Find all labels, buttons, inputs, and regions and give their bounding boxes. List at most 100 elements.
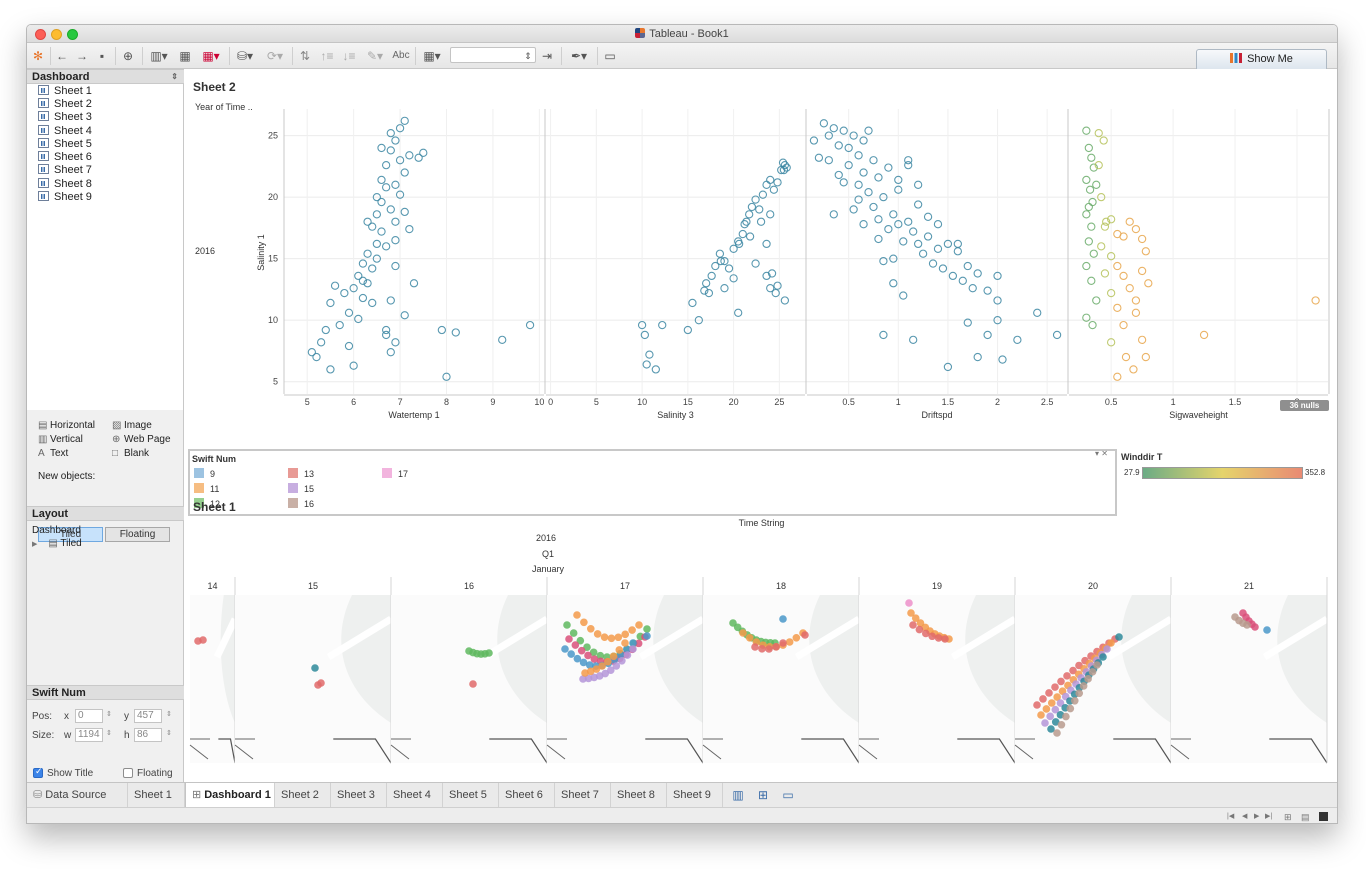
maximize-window-button[interactable] [67, 29, 78, 40]
object-horizontal[interactable]: ▤ Horizontal [38, 420, 96, 431]
tab-sheet-1[interactable]: Sheet 1 [128, 783, 185, 807]
first-sheet-icon[interactable]: |◀ [1227, 813, 1235, 820]
clear-sheet-icon[interactable]: ▦▾ [202, 49, 220, 63]
object-vertical[interactable]: ▥ Vertical [38, 434, 83, 445]
color-legend-gradient[interactable] [1142, 467, 1303, 479]
header-year[interactable]: 2016 [536, 533, 557, 543]
show-mark-labels-icon[interactable]: Abc [392, 50, 410, 61]
tab-sheet-3[interactable]: Sheet 3 [331, 783, 387, 807]
object-image[interactable]: ▨ Image [112, 420, 152, 431]
tab-sheet-8[interactable]: Sheet 8 [611, 783, 667, 807]
legend-menu-icon[interactable]: ▾ ✕ [1095, 449, 1108, 458]
fit-icon[interactable]: ▦▾ [423, 49, 441, 63]
legend-item-16[interactable]: 16 [288, 498, 314, 509]
w-stepper-icon[interactable]: ⇕ [106, 730, 112, 737]
x-stepper-icon[interactable]: ⇕ [106, 711, 112, 718]
layout-tree-dashboard[interactable]: Dashboard [32, 525, 81, 536]
tab-sheet-9[interactable]: Sheet 9 [667, 783, 723, 807]
show-me-button[interactable]: Show Me [1196, 49, 1327, 69]
legend-item-15[interactable]: 15 [288, 483, 314, 494]
map-point [565, 635, 573, 643]
back-icon[interactable]: ← [56, 49, 68, 63]
object-blank[interactable]: □ Blank [112, 448, 150, 459]
y-position-input[interactable]: 457 [134, 709, 162, 723]
pane-dropdown-icon[interactable]: ⇕ [171, 72, 178, 81]
legend-item-13[interactable]: 13 [288, 468, 314, 479]
sidebar-sheet-2[interactable]: Sheet 2 [38, 98, 92, 111]
duplicate-sheet-icon[interactable]: ▦ [179, 49, 191, 63]
new-data-source-icon[interactable]: ⊕ [122, 49, 134, 63]
sidebar-sheet-3[interactable]: Sheet 3 [38, 111, 92, 124]
tableau-start-icon[interactable]: ✻ [32, 49, 44, 63]
sidebar-sheet-7[interactable]: Sheet 7 [38, 164, 92, 177]
h-stepper-icon[interactable]: ⇕ [166, 730, 172, 737]
scatter-point [839, 178, 848, 187]
tab-sheet-7[interactable]: Sheet 7 [555, 783, 611, 807]
new-story-tab-icon[interactable]: ▭ [782, 788, 794, 802]
legend-item-9[interactable]: 9 [194, 468, 215, 479]
last-sheet-icon[interactable]: ▶| [1265, 813, 1273, 820]
close-window-button[interactable] [35, 29, 46, 40]
sort-ascending-icon[interactable]: ↑≡ [320, 49, 334, 63]
row-value-2016[interactable]: 2016 [195, 246, 216, 256]
grid-view-icon[interactable]: ⊞ [1284, 812, 1292, 822]
x-position-input[interactable]: 0 [75, 709, 103, 723]
sidebar-sheet-1[interactable]: Sheet 1 [38, 85, 92, 98]
column-header-time-string[interactable]: Time String [738, 518, 785, 528]
object-web-page[interactable]: ⊕ Web Page [112, 434, 171, 445]
save-icon[interactable]: ▪ [99, 49, 105, 63]
legend-item-12[interactable]: 12 [194, 498, 220, 509]
prev-sheet-icon[interactable]: ◀ [1242, 813, 1248, 820]
sidebar-sheet-6[interactable]: Sheet 6 [38, 151, 92, 164]
new-worksheet-icon[interactable]: ▥▾ [150, 49, 168, 63]
object-text[interactable]: A Text [38, 448, 69, 459]
y-stepper-icon[interactable]: ⇕ [166, 711, 172, 718]
format-pen-icon[interactable]: ✒▾ [570, 49, 588, 63]
forward-icon[interactable]: → [76, 49, 88, 63]
new-worksheet-tab-icon[interactable]: ▥ [732, 788, 744, 802]
presentation-mode-icon[interactable]: ▭ [604, 49, 616, 63]
legend-item-17[interactable]: 17 [382, 468, 408, 479]
header-quarter[interactable]: Q1 [542, 549, 555, 559]
swift-num-legend[interactable]: Swift Num ▾ ✕ 9 11 12 13 15 16 17 [188, 449, 1117, 516]
sidebar-sheet-9[interactable]: Sheet 9 [38, 191, 92, 204]
sheet2-scatter-chart[interactable]: Salinity 1 5 10 15 20 25 5 6 7 8 9 10 Watertemp 1 0 5 1… [184, 69, 1338, 424]
tab-sheet-6[interactable]: Sheet 6 [499, 783, 555, 807]
new-dashboard-tab-icon[interactable]: ⊞ [757, 788, 769, 802]
pause-updates-icon[interactable]: ⛁▾ [236, 49, 254, 63]
height-input[interactable]: 86 [134, 728, 162, 742]
tab-sheet-5[interactable]: Sheet 5 [443, 783, 499, 807]
fit-width-select[interactable] [450, 47, 536, 63]
tab-data-source[interactable]: ⛁ Data Source [27, 783, 128, 807]
fix-axes-icon[interactable]: ⇥ [541, 49, 553, 63]
tab-sheet-2[interactable]: Sheet 2 [275, 783, 331, 807]
swap-icon[interactable]: ⇅ [299, 49, 311, 63]
layout-tree-tiled[interactable]: ▶ ▤ Tiled [32, 538, 82, 549]
show-title-checkbox[interactable] [33, 766, 43, 778]
sidebar-sheet-8[interactable]: Sheet 8 [38, 178, 92, 191]
refresh-icon[interactable]: ⟳▾ [266, 49, 284, 63]
width-input[interactable]: 1194 [75, 728, 103, 742]
tiled-button[interactable]: Tiled [38, 527, 103, 542]
filmstrip-view-icon[interactable]: ▤ [1301, 812, 1310, 822]
select-arrows-icon[interactable]: ⇕ [524, 51, 532, 61]
sheet1-map-grid[interactable]: 14 15 16 17 18 19 20 21 [184, 573, 1338, 773]
legend-item-11[interactable]: 11 [194, 483, 219, 494]
tab-dashboard-1[interactable]: ⊞ Dashboard 1 [185, 783, 275, 807]
floating-button[interactable]: Floating [105, 527, 170, 542]
scatter-point [879, 192, 888, 202]
minimize-window-button[interactable] [51, 29, 62, 40]
next-sheet-icon[interactable]: ▶ [1254, 813, 1260, 820]
highlight-icon[interactable]: ✎▾ [366, 49, 384, 63]
sidebar-sheet-4[interactable]: Sheet 4 [38, 125, 92, 138]
tabs-view-icon[interactable] [1319, 812, 1328, 821]
tab-sheet-4[interactable]: Sheet 4 [387, 783, 443, 807]
header-month[interactable]: January [532, 564, 565, 574]
map-point [1051, 705, 1060, 714]
row-header[interactable]: Year of Time .. [195, 102, 253, 112]
floating-checkbox[interactable] [123, 768, 133, 778]
expand-triangle-icon[interactable]: ▶ [32, 541, 38, 548]
sort-descending-icon[interactable]: ↓≡ [342, 49, 356, 63]
nulls-badge[interactable]: 36 nulls [1280, 400, 1329, 411]
sidebar-sheet-5[interactable]: Sheet 5 [38, 138, 92, 151]
